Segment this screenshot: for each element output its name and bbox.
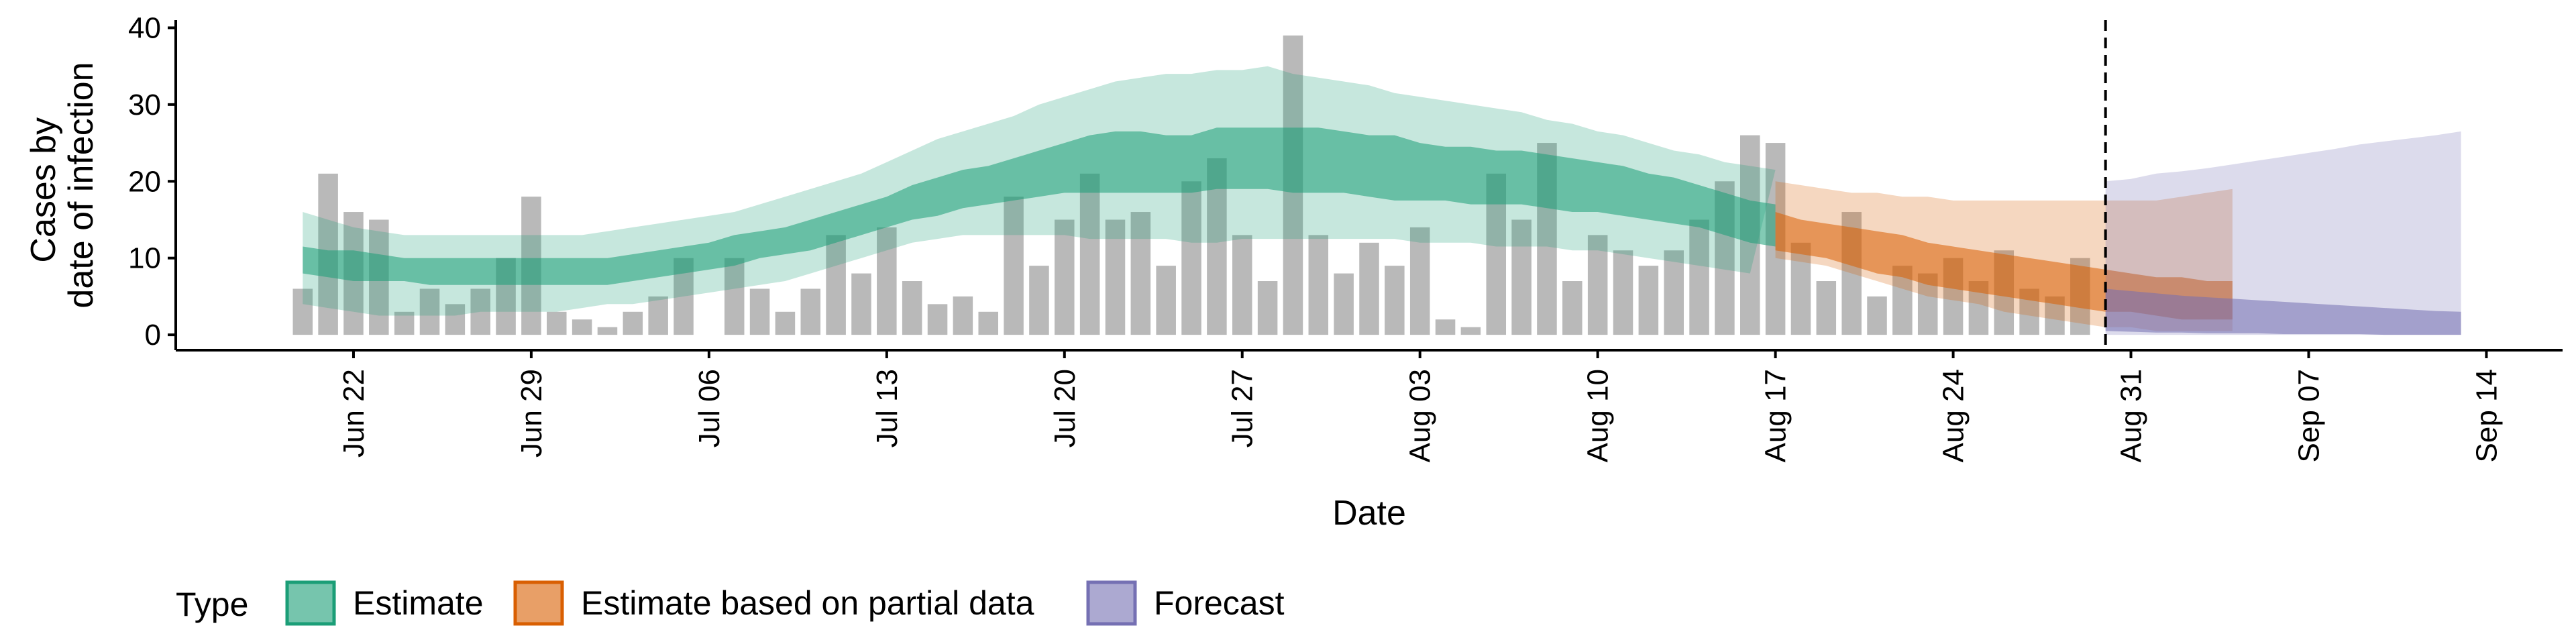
case-bar (978, 311, 998, 335)
case-bar (419, 288, 440, 335)
case-bar (547, 311, 567, 335)
legend: Type Estimate Estimate based on partial … (176, 580, 1285, 626)
case-bar (1055, 219, 1075, 335)
case-bar (851, 273, 871, 335)
case-bar (775, 311, 796, 335)
x-tick-label: Aug 24 (1937, 369, 1970, 462)
x-axis-title: Date (1332, 494, 1406, 533)
legend-key-partial-data (513, 580, 564, 626)
case-bar (877, 227, 897, 335)
x-tick-label: Jul 20 (1049, 369, 1081, 447)
case-bar (1613, 250, 1633, 335)
y-axis-title-line-1: Cases by (24, 117, 63, 263)
case-bar (1562, 281, 1582, 335)
legend-label-forecast: Forecast (1154, 584, 1285, 622)
case-bar (1105, 219, 1126, 335)
case-bar (927, 304, 948, 335)
case-bar (1460, 327, 1481, 335)
case-bar (1409, 227, 1430, 335)
case-bar (953, 296, 973, 335)
y-tick-label: 10 (128, 242, 161, 275)
x-tick-label: Jul 06 (693, 369, 726, 447)
case-bar (1689, 219, 1709, 335)
case-bar (572, 319, 592, 335)
x-ticks: Jun 22 Jun 29 Jul 06 Jul 13 Jul 20 Jul 27 Aug … (337, 350, 2503, 462)
legend-title: Type (176, 586, 248, 623)
y-tick-label: 40 (128, 11, 161, 44)
legend-label-estimate: Estimate (353, 584, 484, 622)
x-tick-label: Sep 14 (2470, 369, 2503, 462)
y-tick-label: 0 (145, 319, 161, 352)
case-bar (1385, 266, 1405, 335)
x-tick-label: Aug 10 (1582, 369, 1615, 462)
case-bar (1867, 296, 1887, 335)
case-bar (470, 288, 490, 335)
case-bar (800, 288, 821, 335)
y-tick-label: 20 (128, 165, 161, 198)
case-bar (1359, 242, 1379, 335)
case-bar (1816, 281, 1837, 335)
case-bar (1079, 173, 1100, 335)
x-tick-label: Jun 29 (515, 369, 548, 458)
forecast-band-90 (2105, 131, 2461, 335)
case-bar (1181, 181, 1201, 335)
case-bar (1308, 235, 1329, 335)
case-bar (1156, 266, 1176, 335)
case-bar (1638, 266, 1659, 335)
x-tick-label: Aug 17 (1760, 369, 1792, 462)
case-bar (902, 281, 922, 335)
case-bar (1790, 242, 1811, 335)
x-tick-label: Sep 07 (2292, 369, 2325, 462)
case-bar (826, 235, 846, 335)
axes-layer (174, 20, 2563, 352)
case-bar (1334, 273, 1354, 335)
bands-layer (303, 66, 2461, 335)
case-bar (292, 288, 313, 335)
case-bar (1130, 212, 1151, 335)
y-axis-title: Cases by date of infection (24, 62, 101, 308)
x-tick-label: Jul 13 (871, 369, 904, 447)
case-bar (597, 327, 618, 335)
case-bar (394, 311, 415, 335)
x-tick-label: Jun 22 (337, 369, 370, 458)
case-bar (724, 258, 745, 335)
x-tick-label: Jul 27 (1226, 369, 1259, 447)
case-bar (1029, 266, 1049, 335)
case-bar (1004, 197, 1024, 335)
estimate-band-50 (303, 127, 1776, 285)
legend-label-partial-data: Estimate based on partial data (581, 584, 1034, 622)
legend-key-estimate (285, 580, 336, 626)
case-bar (1257, 281, 1278, 335)
legend-key-forecast (1086, 580, 1137, 626)
case-bar (648, 296, 668, 335)
case-bar (1664, 250, 1684, 335)
x-tick-label: Aug 31 (2115, 369, 2148, 462)
case-bar (1435, 319, 1456, 335)
case-bar (1587, 235, 1608, 335)
y-axis-title-line-2: date of infection (62, 62, 101, 308)
case-bar (749, 288, 770, 335)
case-bar (1232, 235, 1252, 335)
x-tick-label: Aug 03 (1404, 369, 1437, 462)
case-bar (1511, 219, 1532, 335)
y-tick-label: 30 (128, 89, 161, 121)
case-bar (623, 311, 643, 335)
case-bar (445, 304, 466, 335)
y-ticks: 0 10 20 30 40 (128, 11, 176, 352)
forecast-band-50 (2105, 288, 2461, 335)
